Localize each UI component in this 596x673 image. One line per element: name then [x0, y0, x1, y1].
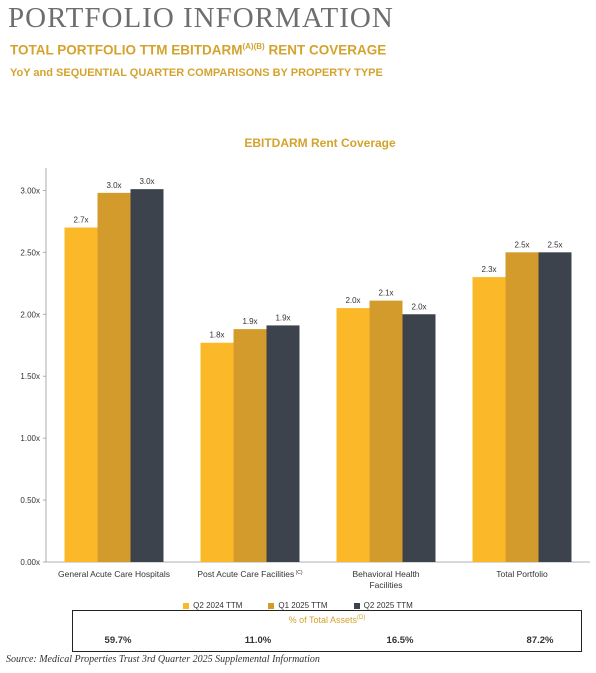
assets-pct-behavioral: 16.5%	[386, 635, 414, 646]
total-assets-box: % of Total Assets(D) 59.7% 11.0% 16.5% 8…	[72, 610, 582, 652]
legend-label: Q2 2024 TTM	[193, 601, 243, 610]
total-assets-title-text: % of Total Assets	[288, 615, 358, 625]
data-label-0-0: 2.7x	[73, 216, 88, 225]
data-label-2-1: 2.1x	[378, 289, 393, 298]
page-title: PORTFOLIO INFORMATION	[8, 2, 394, 34]
data-label-2-2: 2.0x	[411, 302, 426, 311]
bar-3-0	[472, 277, 506, 562]
bar-3-1	[505, 252, 539, 562]
category-label-1: Post Acute Care Facilities (C)	[197, 569, 303, 579]
data-label-1-0: 1.8x	[209, 331, 224, 340]
category-footnote: (C)	[294, 570, 303, 576]
bar-0-1	[97, 192, 131, 563]
category-label-3: Total Portfolio	[496, 569, 548, 579]
data-label-2-0: 2.0x	[345, 296, 360, 305]
source-note: Source: Medical Properties Trust 3rd Qua…	[6, 654, 320, 665]
total-assets-title: % of Total Assets(D)	[73, 615, 581, 625]
category-label-0: General Acute Care Hospitals	[58, 569, 170, 579]
subtitle-footnote: (A)(B)	[242, 42, 265, 51]
legend-label: Q1 2025 TTM	[278, 601, 328, 610]
subtitle-secondary: YoY and SEQUENTIAL QUARTER COMPARISONS B…	[10, 67, 383, 79]
bar-1-0	[200, 342, 234, 562]
y-tick-label: 0.00x	[20, 558, 40, 567]
bar-3-2	[538, 252, 572, 562]
assets-pct-general-acute: 59.7%	[104, 635, 132, 646]
chart-legend: Q2 2024 TTM Q1 2025 TTM Q2 2025 TTM	[0, 601, 596, 610]
bar-2-2	[402, 314, 436, 562]
legend-label: Q2 2025 TTM	[363, 601, 413, 610]
assets-pct-total: 87.2%	[526, 635, 554, 646]
data-label-3-1: 2.5x	[514, 240, 529, 249]
assets-pct-post-acute: 11.0%	[244, 635, 272, 646]
category-label-2: Behavioral Health	[352, 569, 419, 579]
total-assets-footnote: (D)	[357, 615, 366, 621]
y-tick-label: 2.50x	[20, 248, 40, 257]
category-label-2: Facilities	[369, 580, 402, 590]
y-tick-label: 2.00x	[20, 310, 40, 319]
legend-item-1: Q1 2025 TTM	[268, 601, 328, 610]
legend-swatch	[183, 602, 190, 609]
legend-swatch	[268, 602, 275, 609]
subtitle-main: TOTAL PORTFOLIO TTM EBITDARM	[10, 42, 243, 58]
bar-0-2	[130, 189, 164, 563]
data-label-3-2: 2.5x	[547, 240, 562, 249]
y-tick-label: 3.00x	[20, 186, 40, 195]
legend-swatch	[353, 602, 360, 609]
bar-1-2	[266, 325, 300, 562]
bar-2-1	[369, 300, 403, 562]
data-label-1-1: 1.9x	[242, 317, 257, 326]
bar-0-0	[64, 227, 98, 562]
chart-title: EBITDARM Rent Coverage	[244, 136, 396, 150]
rent-coverage-chart: EBITDARM Rent Coverage 0.00x 0.50x 1.00x 1.5…	[20, 136, 590, 590]
subtitle-end: RENT COVERAGE	[264, 42, 387, 58]
subtitle: TOTAL PORTFOLIO TTM EBITDARM(A)(B) RENT …	[10, 42, 386, 58]
data-label-3-0: 2.3x	[481, 265, 496, 274]
data-label-1-2: 1.9x	[275, 313, 290, 322]
y-tick-label: 1.50x	[20, 372, 40, 381]
y-tick-label: 0.50x	[20, 496, 40, 505]
data-label-0-1: 3.0x	[106, 181, 121, 190]
legend-item-0: Q2 2024 TTM	[183, 601, 242, 610]
bar-2-0	[336, 308, 370, 562]
data-label-0-2: 3.0x	[139, 177, 154, 186]
bar-1-1	[233, 329, 267, 562]
y-tick-label: 1.00x	[20, 434, 40, 443]
legend-item-2: Q2 2025 TTM	[353, 601, 413, 610]
